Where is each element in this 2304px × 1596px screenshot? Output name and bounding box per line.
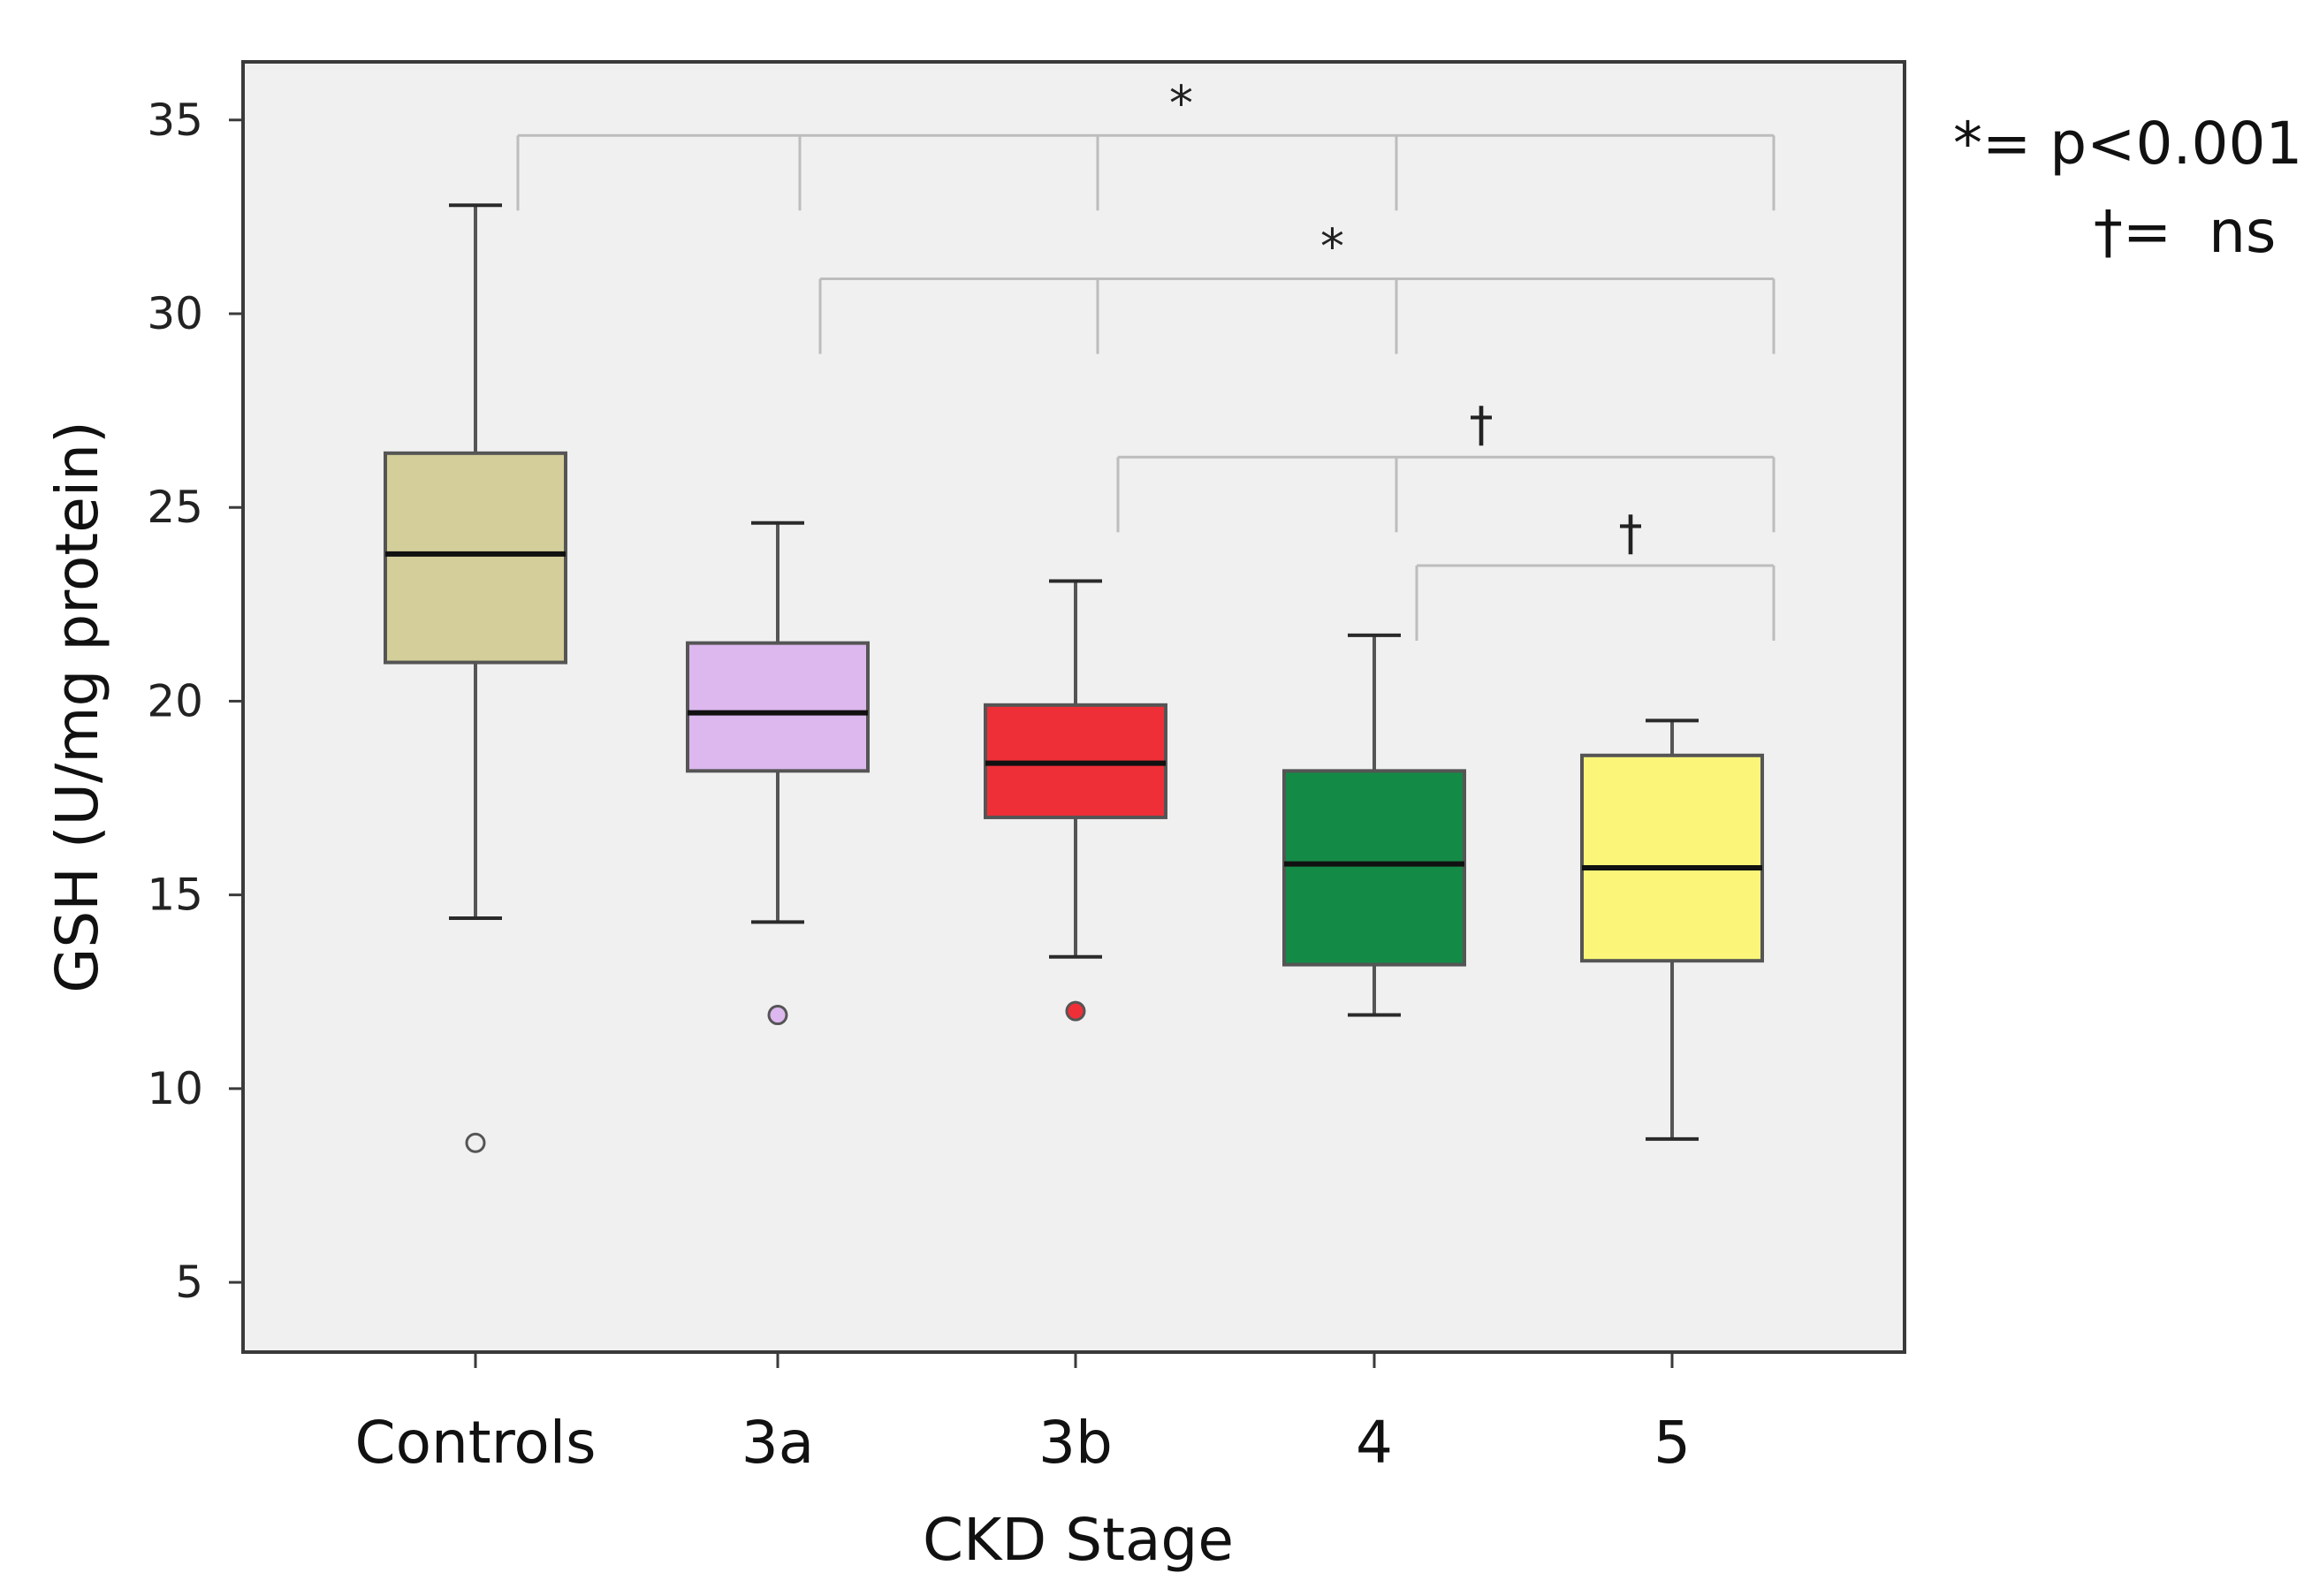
x-tick-label-3a: 3a bbox=[741, 1409, 814, 1477]
legend: *= p<0.001 †= ns bbox=[1953, 110, 2304, 266]
box-5 bbox=[1580, 753, 1764, 963]
outlier-3b-1 bbox=[1065, 1000, 1086, 1022]
legend-entry-ns: †= ns bbox=[1964, 198, 2304, 266]
x-tick-label-3b: 3b bbox=[1038, 1409, 1113, 1477]
legend-text-significant: = p<0.001 bbox=[1982, 110, 2302, 178]
outlier-controls-1 bbox=[465, 1132, 486, 1153]
box-4 bbox=[1282, 769, 1466, 967]
x-tick-label-4: 4 bbox=[1356, 1409, 1393, 1477]
y-tick-label-5: 5 bbox=[175, 1257, 203, 1308]
significance-brackets: * * † † bbox=[516, 75, 1776, 641]
sig-bracket-3-mark: † bbox=[1470, 397, 1494, 452]
sig-bracket-2-mark: * bbox=[1320, 219, 1344, 275]
x-tick-label-5: 5 bbox=[1654, 1409, 1691, 1477]
legend-symbol-significant: * bbox=[1953, 110, 1982, 178]
axes: 5 10 15 20 25 30 35 Controls 3a 3b 4 5 bbox=[147, 95, 1691, 1477]
y-tick-label-20: 20 bbox=[147, 675, 203, 726]
y-tick-label-10: 10 bbox=[147, 1063, 203, 1114]
y-tick-label-30: 30 bbox=[147, 288, 203, 339]
legend-text-ns: = ns bbox=[2123, 198, 2276, 266]
box-plots bbox=[384, 203, 1764, 1153]
legend-symbol-ns: † bbox=[2094, 198, 2123, 266]
sig-bracket-4-mark: † bbox=[1619, 505, 1643, 561]
sig-bracket-1-mark: * bbox=[1169, 75, 1193, 131]
box-controls bbox=[384, 451, 567, 665]
y-axis-title: GSH (U/mg protein) bbox=[43, 421, 111, 992]
legend-entry-significant: *= p<0.001 bbox=[1953, 110, 2302, 178]
outlier-3a-1 bbox=[767, 1005, 788, 1026]
x-tick-label-controls: Controls bbox=[355, 1409, 597, 1477]
y-tick-label-15: 15 bbox=[147, 870, 203, 921]
y-tick-label-25: 25 bbox=[147, 482, 203, 533]
x-axis-title: CKD Stage bbox=[923, 1506, 1234, 1574]
y-tick-label-35: 35 bbox=[147, 95, 203, 146]
box-3a bbox=[686, 641, 870, 773]
